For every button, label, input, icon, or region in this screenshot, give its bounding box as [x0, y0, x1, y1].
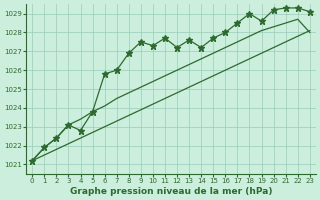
X-axis label: Graphe pression niveau de la mer (hPa): Graphe pression niveau de la mer (hPa): [70, 187, 272, 196]
